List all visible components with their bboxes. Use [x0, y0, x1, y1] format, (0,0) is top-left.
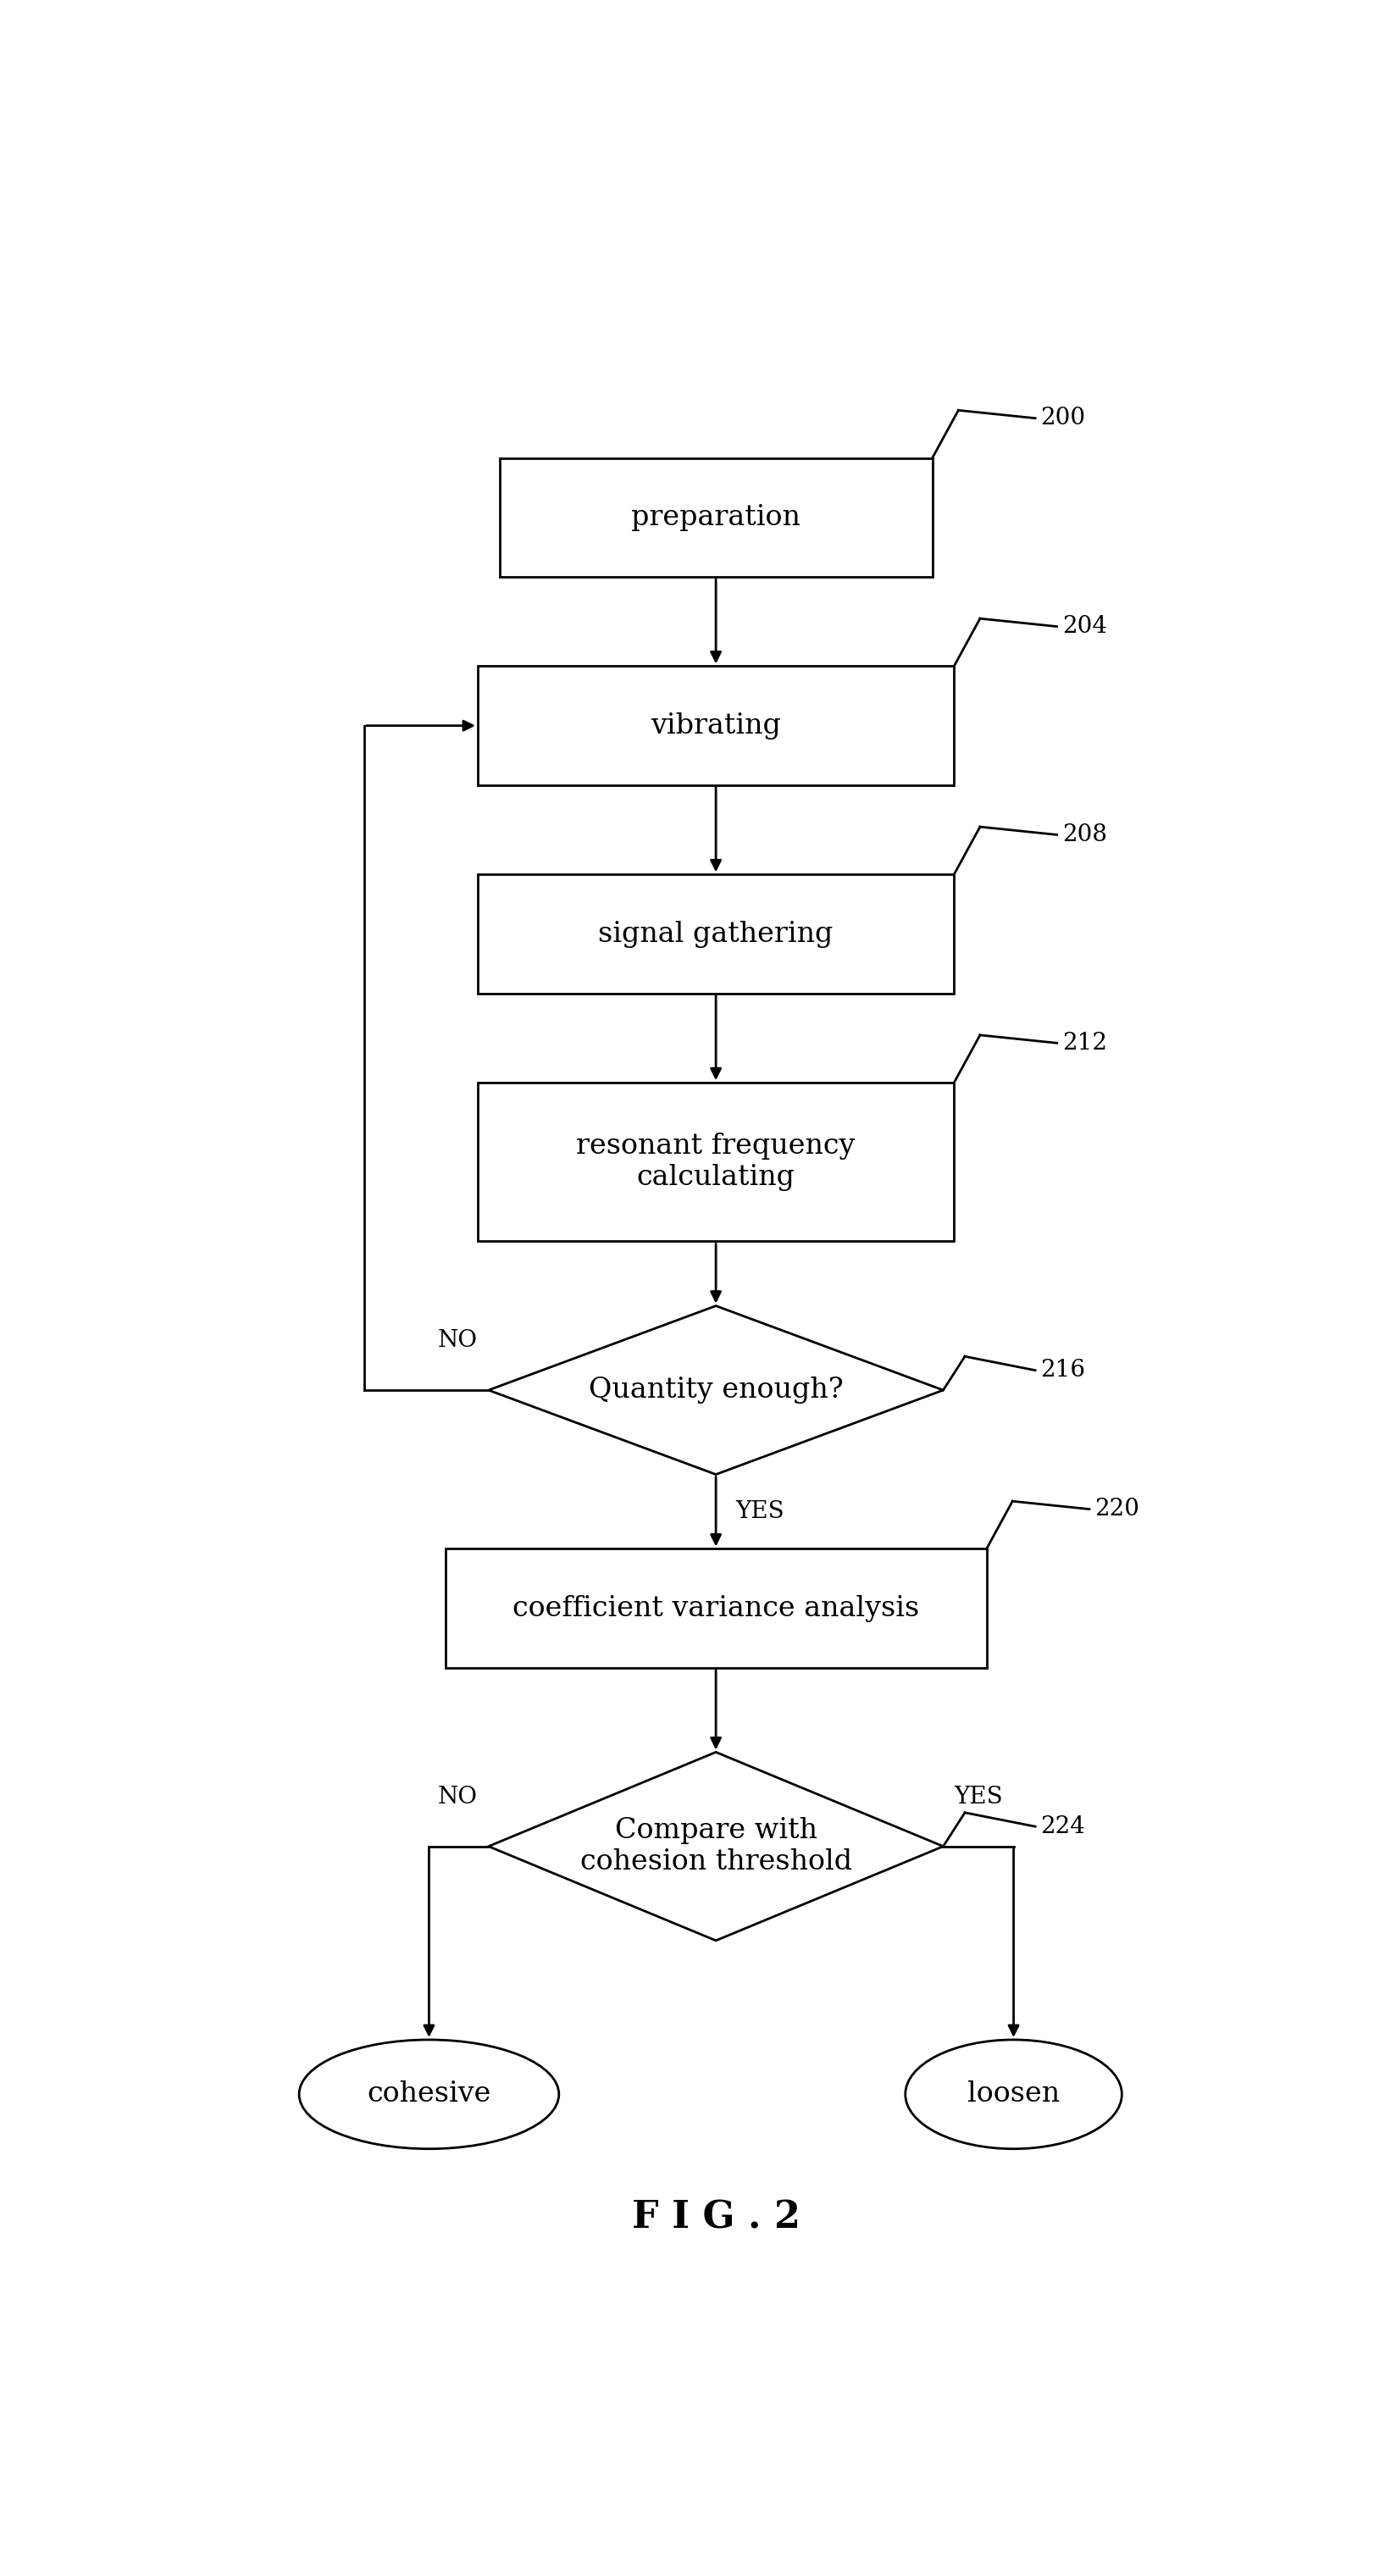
Text: 216: 216 [1040, 1360, 1085, 1381]
Text: NO: NO [437, 1329, 477, 1352]
Text: F I G . 2: F I G . 2 [631, 2200, 800, 2236]
FancyBboxPatch shape [477, 667, 953, 786]
Text: NO: NO [437, 1785, 477, 1808]
Ellipse shape [299, 2040, 558, 2148]
Text: Compare with
cohesion threshold: Compare with cohesion threshold [579, 1816, 852, 1875]
Text: cohesive: cohesive [367, 2081, 491, 2107]
Polygon shape [489, 1752, 942, 1940]
Text: resonant frequency
calculating: resonant frequency calculating [577, 1133, 854, 1190]
Text: loosen: loosen [967, 2081, 1060, 2107]
Text: 220: 220 [1094, 1497, 1139, 1520]
Text: vibrating: vibrating [651, 711, 780, 739]
Text: 212: 212 [1062, 1030, 1107, 1054]
Ellipse shape [905, 2040, 1121, 2148]
Text: preparation: preparation [631, 505, 800, 531]
Text: 200: 200 [1040, 407, 1085, 430]
Text: coefficient variance analysis: coefficient variance analysis [512, 1595, 919, 1623]
Text: Quantity enough?: Quantity enough? [588, 1376, 843, 1404]
Polygon shape [489, 1306, 942, 1473]
FancyBboxPatch shape [500, 459, 933, 577]
Text: 204: 204 [1062, 616, 1107, 639]
FancyBboxPatch shape [445, 1548, 986, 1667]
FancyBboxPatch shape [477, 873, 953, 994]
Text: signal gathering: signal gathering [597, 920, 833, 948]
Text: 208: 208 [1062, 824, 1107, 845]
Text: YES: YES [734, 1499, 783, 1522]
Text: 224: 224 [1040, 1816, 1085, 1837]
FancyBboxPatch shape [477, 1082, 953, 1242]
Text: YES: YES [953, 1785, 1002, 1808]
